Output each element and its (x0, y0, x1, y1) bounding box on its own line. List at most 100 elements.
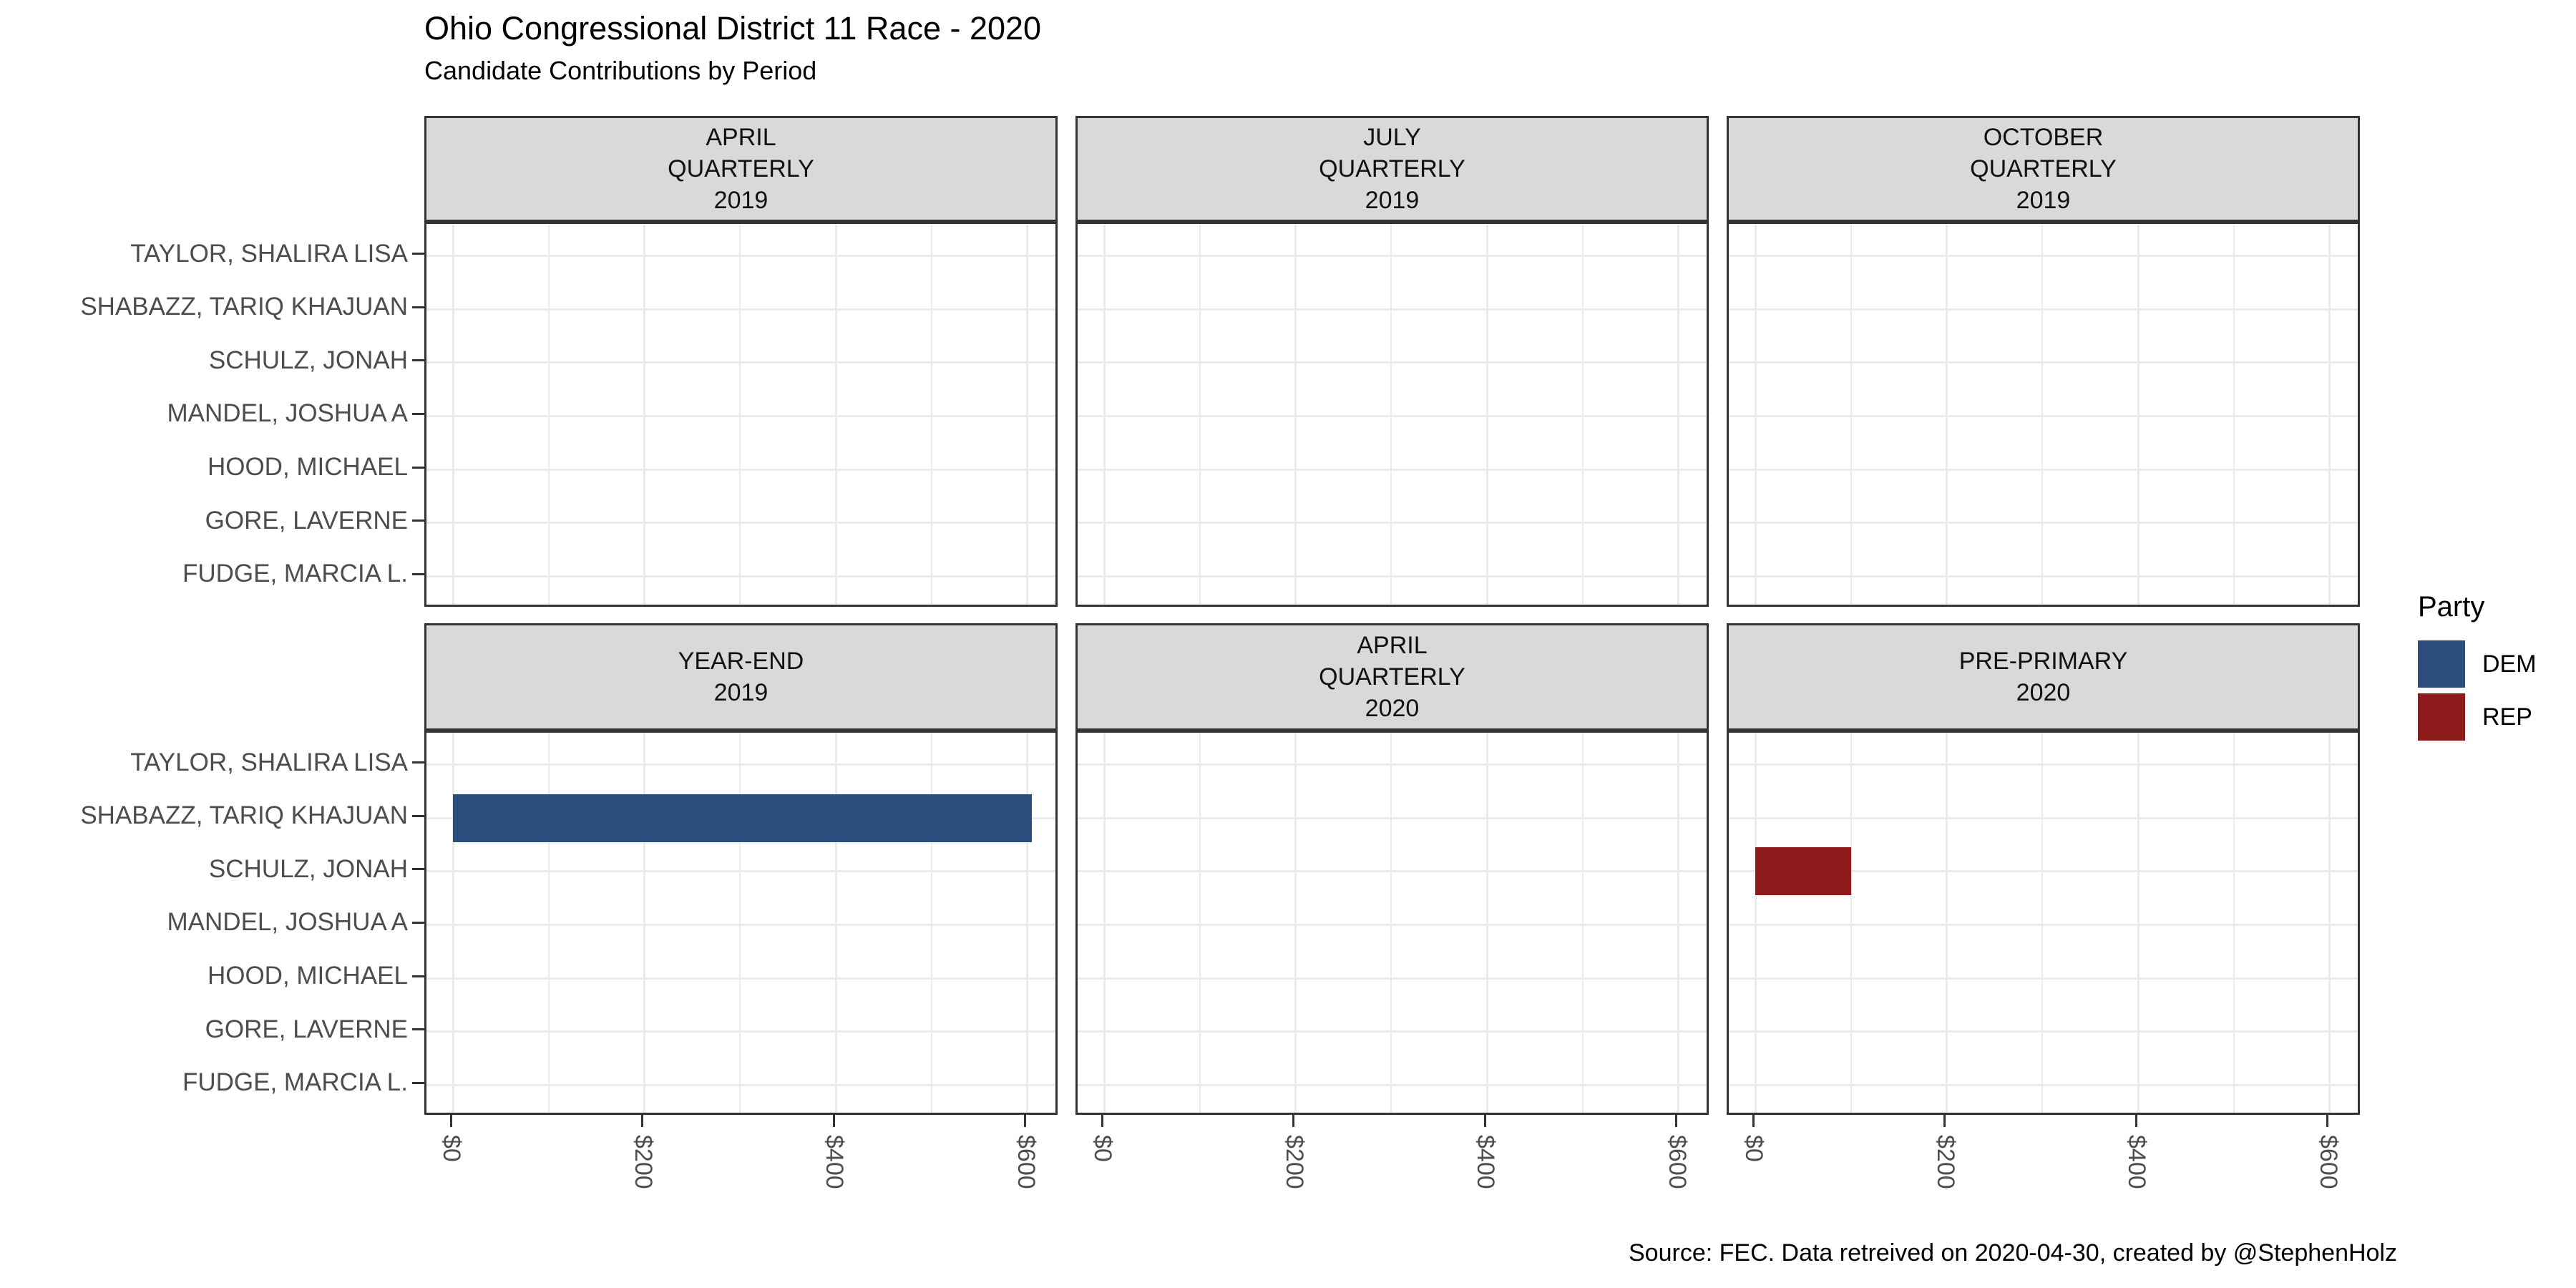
gridline-horizontal (1078, 1030, 1707, 1033)
gridline-vertical-major (1294, 733, 1297, 1113)
x-axis-tick (1752, 1115, 1755, 1127)
gridline-horizontal (1729, 923, 2358, 926)
x-axis-label: $0 (438, 1135, 465, 1162)
gridline-vertical-major (1026, 733, 1029, 1113)
facet-panel (1727, 222, 2360, 607)
y-axis-tick (412, 921, 424, 924)
x-axis-tick (1483, 1115, 1486, 1127)
gridline-vertical-major (1485, 224, 1488, 605)
gridline-horizontal (426, 870, 1055, 873)
chart-title: Ohio Congressional District 11 Race - 20… (424, 10, 1042, 47)
gridline-vertical-minor (2041, 224, 2044, 605)
x-axis-label: $200 (1931, 1135, 1959, 1189)
y-axis-tick (412, 519, 424, 522)
gridline-vertical-minor (1390, 224, 1392, 605)
gridline-vertical-minor (547, 733, 550, 1113)
gridline-vertical-major (1103, 733, 1106, 1113)
y-axis-label: SHABAZZ, TARIQ KHAJUAN (80, 293, 408, 321)
facet-strip: APRIL QUARTERLY 2020 (1075, 623, 1709, 731)
gridline-vertical-major (1754, 733, 1757, 1113)
gridline-vertical-major (1026, 224, 1029, 605)
y-axis-label: SHABAZZ, TARIQ KHAJUAN (80, 801, 408, 830)
gridline-horizontal (1078, 870, 1707, 873)
gridline-horizontal (1729, 308, 2358, 311)
facet-panel (1075, 731, 1709, 1115)
gridline-vertical-major (2137, 224, 2140, 605)
x-axis-tick (641, 1115, 644, 1127)
x-axis-tick (1101, 1115, 1103, 1127)
gridline-vertical-minor (1850, 733, 1852, 1113)
y-axis-label: FUDGE, MARCIA L. (182, 1068, 408, 1097)
x-axis-tick (832, 1115, 835, 1127)
gridline-horizontal (1729, 870, 2358, 873)
x-axis-label: $600 (1012, 1135, 1040, 1189)
gridline-horizontal (1078, 522, 1707, 525)
gridline-vertical-minor (739, 224, 741, 605)
gridline-horizontal (1078, 977, 1707, 980)
legend-item-rep: REP (2418, 693, 2537, 741)
bar-dem (453, 794, 1033, 842)
y-axis-tick (412, 412, 424, 415)
facet-strip-label: YEAR-END 2019 (678, 648, 804, 706)
x-axis-label: $200 (1280, 1135, 1308, 1189)
y-axis-tick (412, 868, 424, 871)
y-axis-tick (412, 814, 424, 817)
gridline-vertical-minor (1199, 733, 1201, 1113)
gridline-horizontal (1078, 816, 1707, 819)
gridline-horizontal (426, 763, 1055, 766)
legend-swatch-dem (2418, 640, 2465, 688)
y-axis-label: MANDEL, JOSHUA A (167, 908, 408, 937)
facet-strip: YEAR-END 2019 (424, 623, 1058, 731)
gridline-vertical-minor (1850, 224, 1852, 605)
gridline-vertical-major (834, 733, 837, 1113)
gridline-vertical-minor (2041, 733, 2044, 1113)
gridline-horizontal (1078, 308, 1707, 311)
x-axis-tick (2135, 1115, 2137, 1127)
x-axis-tick (1675, 1115, 1678, 1127)
gridline-vertical-minor (2233, 733, 2235, 1113)
gridline-horizontal (1078, 575, 1707, 577)
y-axis-label: HOOD, MICHAEL (207, 453, 408, 482)
gridline-horizontal (1729, 361, 2358, 364)
facet-strip: APRIL QUARTERLY 2019 (424, 116, 1058, 222)
gridline-horizontal (1078, 763, 1707, 766)
gridline-horizontal (1729, 1083, 2358, 1086)
gridline-horizontal (1729, 522, 2358, 525)
x-axis-label: $400 (821, 1135, 849, 1189)
x-axis-label: $200 (629, 1135, 657, 1189)
gridline-vertical-minor (547, 224, 550, 605)
x-axis-tick (449, 1115, 452, 1127)
facet-panel (424, 731, 1058, 1115)
gridline-vertical-major (2328, 224, 2331, 605)
y-axis-label: SCHULZ, JONAH (208, 346, 408, 374)
x-axis-tick (1024, 1115, 1027, 1127)
facet-strip-label: JULY QUARTERLY 2019 (1319, 124, 1465, 214)
x-axis-label: $400 (1472, 1135, 1500, 1189)
y-axis-tick (412, 1081, 424, 1084)
x-axis-label: $0 (1089, 1135, 1116, 1162)
gridline-vertical-major (1946, 733, 1948, 1113)
gridline-horizontal (1729, 763, 2358, 766)
legend-label-rep: REP (2482, 703, 2532, 731)
chart-subtitle: Candidate Contributions by Period (424, 56, 817, 85)
y-axis-tick (412, 359, 424, 362)
legend-item-dem: DEM (2418, 640, 2537, 688)
bar-rep (1755, 847, 1851, 896)
gridline-vertical-major (1485, 733, 1488, 1113)
gridline-horizontal (1729, 816, 2358, 819)
gridline-horizontal (426, 1083, 1055, 1086)
facet-strip: JULY QUARTERLY 2019 (1075, 116, 1709, 222)
gridline-horizontal (1078, 1083, 1707, 1086)
gridline-horizontal (426, 308, 1055, 311)
y-axis-label: TAYLOR, SHALIRA LISA (130, 748, 408, 776)
gridline-horizontal (1729, 255, 2358, 258)
gridline-horizontal (426, 575, 1055, 577)
y-axis-label: GORE, LAVERNE (205, 506, 408, 535)
gridline-horizontal (1078, 361, 1707, 364)
gridline-horizontal (426, 522, 1055, 525)
x-axis-label: $600 (1663, 1135, 1691, 1189)
x-axis-label: $0 (1740, 1135, 1767, 1162)
y-axis-label: MANDEL, JOSHUA A (167, 399, 408, 428)
gridline-vertical-major (452, 733, 454, 1113)
